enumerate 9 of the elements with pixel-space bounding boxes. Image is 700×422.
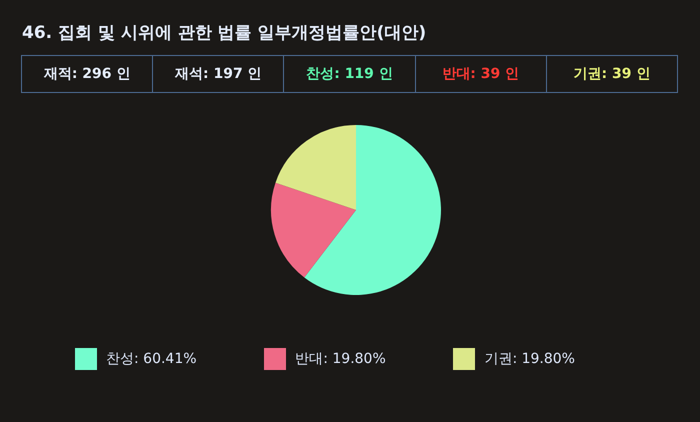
legend-label: 찬성: 60.41% bbox=[106, 350, 197, 368]
text: 재석: 197 인 bbox=[152, 56, 284, 92]
text: 찬성: 119 인 bbox=[283, 56, 415, 92]
text: 기권: 39 인 bbox=[546, 56, 678, 92]
text: 반대: 39 인 bbox=[414, 56, 546, 92]
chart-title: 46. 집회 및 시위에 관한 법률 일부개정법률안(대안) bbox=[22, 22, 426, 44]
legend-label: 반대: 19.80% bbox=[295, 350, 386, 368]
text: 재적: 296 인 bbox=[42, 65, 132, 84]
legend-label: 기권: 19.80% bbox=[484, 350, 575, 368]
